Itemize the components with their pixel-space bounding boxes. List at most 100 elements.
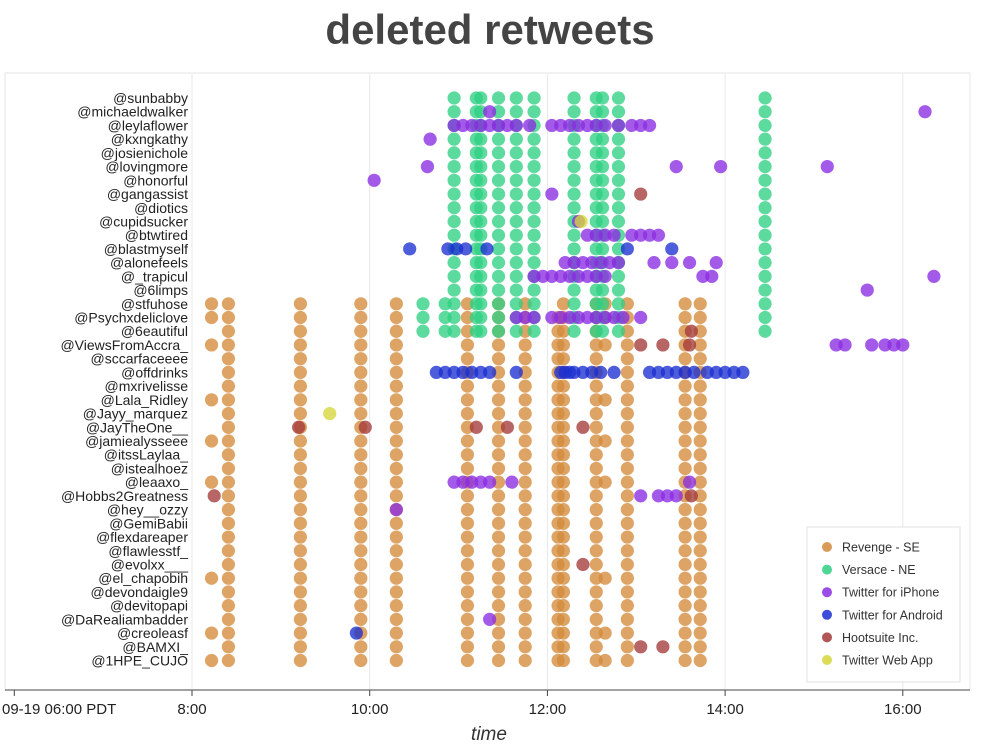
data-point	[204, 310, 219, 325]
data-point	[460, 503, 475, 517]
data-point	[611, 283, 626, 297]
legend-label: Hootsuite Inc.	[842, 631, 918, 645]
data-point	[460, 434, 475, 448]
data-point	[678, 612, 692, 626]
data-point	[556, 489, 570, 503]
data-point	[389, 530, 403, 544]
data-point	[556, 612, 570, 626]
data-point	[620, 503, 634, 517]
data-point	[389, 475, 403, 489]
data-point	[687, 365, 701, 379]
legend-swatch	[822, 564, 832, 575]
data-point	[574, 214, 588, 229]
data-point	[595, 201, 610, 215]
data-point	[389, 640, 403, 654]
data-point	[460, 338, 475, 352]
data-point	[518, 489, 532, 503]
data-point	[509, 365, 523, 379]
data-point	[474, 297, 488, 311]
data-point	[567, 132, 581, 146]
data-point	[620, 434, 634, 448]
data-point	[389, 599, 403, 613]
data-point	[620, 393, 634, 407]
y-tick-label: @kxngkathy	[111, 131, 188, 147]
data-point	[611, 297, 626, 311]
data-point	[518, 544, 532, 558]
data-point	[447, 256, 461, 270]
data-point	[634, 187, 648, 201]
data-point	[447, 91, 461, 105]
data-point	[509, 256, 523, 270]
data-point	[491, 516, 506, 530]
data-point	[491, 379, 506, 393]
data-point	[693, 585, 707, 599]
data-point	[556, 393, 570, 407]
data-point	[595, 146, 610, 160]
data-point	[556, 503, 570, 517]
data-point	[598, 626, 612, 640]
data-point	[354, 544, 368, 558]
data-point	[595, 297, 610, 311]
data-point	[678, 544, 692, 558]
y-tick-label: @Psychxdeliclove	[74, 310, 188, 326]
data-point	[483, 475, 497, 489]
data-point	[221, 489, 236, 503]
data-point	[491, 228, 506, 242]
data-point	[620, 571, 634, 585]
data-point	[693, 571, 707, 585]
data-point	[647, 256, 661, 270]
data-point	[474, 269, 488, 283]
data-point	[758, 146, 772, 160]
data-point	[684, 324, 698, 338]
data-point	[221, 585, 236, 599]
data-point	[293, 489, 307, 503]
x-tick-label: 09-19 06:00 PDT	[2, 701, 116, 718]
data-point	[447, 187, 461, 201]
data-point	[221, 503, 236, 517]
data-point	[620, 420, 634, 434]
data-point	[556, 379, 570, 393]
data-point	[678, 297, 692, 311]
data-point	[620, 653, 634, 668]
data-point	[620, 612, 634, 626]
data-point	[389, 393, 403, 407]
data-point	[589, 461, 603, 476]
data-point	[527, 228, 541, 242]
data-point	[594, 365, 608, 379]
data-point	[567, 201, 581, 215]
data-point	[656, 338, 670, 352]
data-point	[389, 626, 403, 640]
data-point	[678, 310, 692, 325]
data-point	[589, 352, 603, 366]
y-tick-label: @diotics	[134, 200, 188, 216]
data-point	[293, 557, 307, 572]
data-point	[460, 530, 475, 544]
data-point	[518, 406, 532, 421]
data-point	[354, 406, 368, 421]
legend-swatch	[822, 587, 832, 598]
data-point	[527, 132, 541, 146]
data-point	[758, 256, 772, 270]
data-point	[595, 173, 610, 187]
data-point	[509, 132, 523, 146]
data-point	[491, 461, 506, 476]
data-point	[611, 91, 626, 105]
data-point	[693, 297, 707, 311]
data-point	[567, 283, 581, 297]
data-point	[389, 434, 403, 448]
data-point	[509, 160, 523, 174]
data-point	[204, 571, 219, 585]
legend-label: Revenge - SE	[842, 541, 920, 555]
data-point	[293, 475, 307, 489]
data-point	[896, 338, 910, 352]
data-point	[678, 503, 692, 517]
data-point	[460, 489, 475, 503]
data-point	[556, 475, 570, 489]
data-point	[293, 461, 307, 476]
x-tick-label: 14:00	[706, 701, 744, 718]
data-point	[389, 338, 403, 352]
data-point	[509, 228, 523, 242]
data-point	[221, 406, 236, 421]
data-point	[354, 324, 368, 338]
data-point	[693, 503, 707, 517]
